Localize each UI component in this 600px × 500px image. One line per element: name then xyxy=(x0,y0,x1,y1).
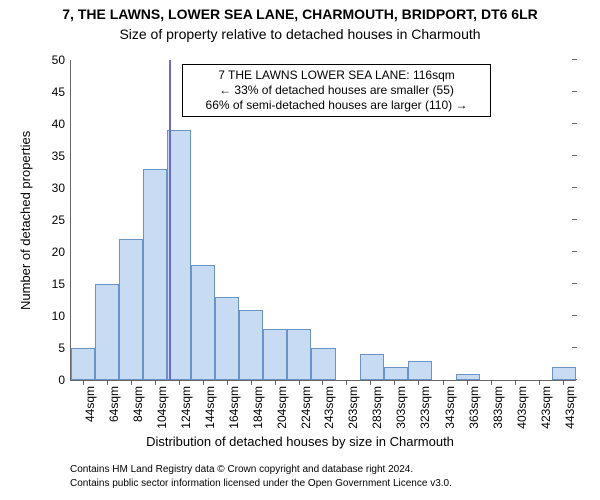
histogram-bar xyxy=(143,169,167,380)
annotation-line: 7 THE LAWNS LOWER SEA LANE: 116sqm xyxy=(189,68,484,83)
x-tick-mark xyxy=(443,380,444,385)
y-tick-mark xyxy=(572,155,577,156)
y-tick-label: 45 xyxy=(52,85,71,99)
x-tick-label: 64sqm xyxy=(107,380,121,422)
annotation-line: 66% of semi-detached houses are larger (… xyxy=(189,98,484,113)
x-tick-label: 124sqm xyxy=(179,380,193,429)
x-tick-mark xyxy=(227,380,228,385)
x-tick-label: 84sqm xyxy=(131,380,145,422)
y-axis-label: Number of detached properties xyxy=(18,131,33,310)
x-tick-label: 104sqm xyxy=(155,380,169,429)
y-tick-label: 10 xyxy=(52,309,71,323)
histogram-bar xyxy=(456,374,480,380)
y-tick-label: 20 xyxy=(52,245,71,259)
y-tick-label: 15 xyxy=(52,277,71,291)
y-tick-mark xyxy=(572,219,577,220)
x-tick-label: 443sqm xyxy=(563,380,577,429)
annotation-box: 7 THE LAWNS LOWER SEA LANE: 116sqm← 33% … xyxy=(182,64,491,117)
reference-line xyxy=(169,60,171,380)
y-tick-mark xyxy=(572,187,577,188)
y-tick-label: 35 xyxy=(52,149,71,163)
histogram-bar xyxy=(239,310,263,380)
y-tick-mark xyxy=(572,123,577,124)
chart-title: 7, THE LAWNS, LOWER SEA LANE, CHARMOUTH,… xyxy=(0,6,600,22)
y-tick-mark xyxy=(572,347,577,348)
x-tick-mark xyxy=(179,380,180,385)
x-tick-mark xyxy=(131,380,132,385)
x-tick-mark xyxy=(467,380,468,385)
y-tick-label: 40 xyxy=(52,117,71,131)
y-tick-label: 30 xyxy=(52,181,71,195)
x-tick-label: 403sqm xyxy=(515,380,529,429)
x-tick-label: 283sqm xyxy=(370,380,384,429)
x-tick-label: 363sqm xyxy=(467,380,481,429)
y-tick-mark xyxy=(572,283,577,284)
x-tick-mark xyxy=(203,380,204,385)
x-axis-label: Distribution of detached houses by size … xyxy=(0,434,600,449)
x-tick-mark xyxy=(322,380,323,385)
x-tick-label: 423sqm xyxy=(539,380,553,429)
x-tick-label: 343sqm xyxy=(443,380,457,429)
x-tick-mark xyxy=(299,380,300,385)
x-tick-label: 323sqm xyxy=(418,380,432,429)
x-tick-label: 164sqm xyxy=(227,380,241,429)
plot-area: 0510152025303540455044sqm64sqm84sqm104sq… xyxy=(70,60,576,381)
histogram-bar xyxy=(263,329,287,380)
x-tick-label: 383sqm xyxy=(491,380,505,429)
y-tick-label: 50 xyxy=(52,53,71,67)
x-tick-label: 303sqm xyxy=(394,380,408,429)
y-tick-label: 0 xyxy=(58,373,71,387)
x-tick-mark xyxy=(563,380,564,385)
y-tick-mark xyxy=(572,91,577,92)
histogram-bar xyxy=(552,367,576,380)
histogram-bar xyxy=(311,348,335,380)
histogram-bar xyxy=(360,354,384,380)
x-tick-label: 144sqm xyxy=(203,380,217,429)
y-tick-mark xyxy=(572,251,577,252)
histogram-bar xyxy=(384,367,408,380)
footer-line-1: Contains HM Land Registry data © Crown c… xyxy=(70,464,413,475)
histogram-bar xyxy=(215,297,239,380)
histogram-bar xyxy=(95,284,119,380)
y-tick-mark xyxy=(572,59,577,60)
histogram-bar xyxy=(287,329,311,380)
x-tick-mark xyxy=(491,380,492,385)
x-tick-label: 243sqm xyxy=(322,380,336,429)
histogram-bar xyxy=(167,130,191,380)
x-tick-mark xyxy=(275,380,276,385)
y-tick-mark xyxy=(572,315,577,316)
x-tick-mark xyxy=(346,380,347,385)
x-tick-label: 44sqm xyxy=(83,380,97,422)
x-tick-mark xyxy=(155,380,156,385)
x-tick-mark xyxy=(107,380,108,385)
x-tick-mark xyxy=(539,380,540,385)
x-tick-mark xyxy=(83,380,84,385)
annotation-line: ← 33% of detached houses are smaller (55… xyxy=(189,83,484,98)
chart-container: { "title": "7, THE LAWNS, LOWER SEA LANE… xyxy=(0,0,600,500)
x-tick-label: 184sqm xyxy=(251,380,265,429)
x-tick-label: 224sqm xyxy=(299,380,313,429)
histogram-bar xyxy=(408,361,432,380)
x-tick-mark xyxy=(370,380,371,385)
chart-subtitle: Size of property relative to detached ho… xyxy=(0,26,600,42)
x-tick-mark xyxy=(394,380,395,385)
y-tick-label: 25 xyxy=(52,213,71,227)
histogram-bar xyxy=(71,348,95,380)
x-tick-label: 204sqm xyxy=(275,380,289,429)
x-tick-label: 263sqm xyxy=(346,380,360,429)
x-tick-mark xyxy=(418,380,419,385)
histogram-bar xyxy=(119,239,143,380)
x-tick-mark xyxy=(515,380,516,385)
y-tick-label: 5 xyxy=(58,341,71,355)
histogram-bar xyxy=(191,265,215,380)
x-tick-mark xyxy=(251,380,252,385)
footer-line-2: Contains public sector information licen… xyxy=(70,478,452,489)
